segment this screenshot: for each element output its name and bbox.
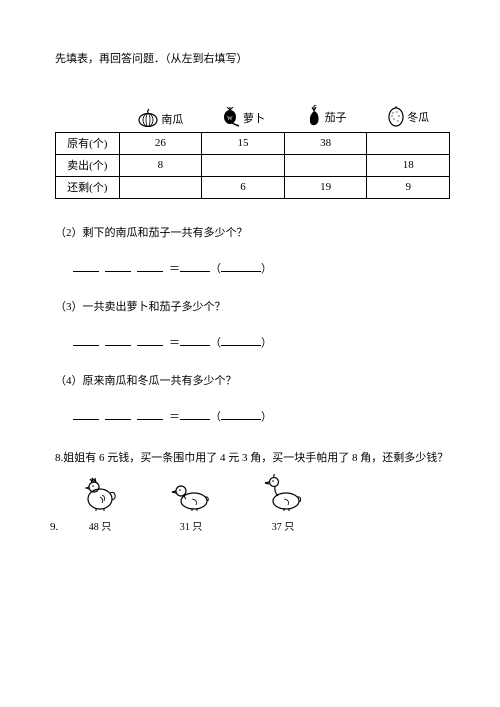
paren-r: ） <box>261 411 272 423</box>
cell[interactable] <box>202 154 285 176</box>
chicken-count: 48 只 <box>80 518 120 533</box>
cell[interactable] <box>367 132 450 154</box>
question-9-label: 9. <box>50 521 58 533</box>
question-2: （2）剩下的南瓜和茄子一共有多少个？ <box>55 224 450 240</box>
paren-l: （ <box>210 411 221 423</box>
table-row: 卖出(个) 8 18 <box>56 154 450 176</box>
chicken-icon <box>80 473 120 516</box>
row-label-original: 原有(个) <box>56 132 120 154</box>
table-header-row: 南瓜 W 萝卜 茄子 <box>56 96 450 132</box>
paren-l: （ <box>210 337 221 349</box>
question-3: （3）一共卖出萝卜和茄子多少个？ <box>55 298 450 314</box>
cell: 19 <box>284 176 367 198</box>
header-eggplant: 茄子 <box>325 109 347 125</box>
answer-blanks-4[interactable]: ＝ （ ） <box>55 408 450 424</box>
goose-count: 37 只 <box>262 518 304 533</box>
animal-chicken: 48 只 <box>80 473 120 533</box>
vegetable-table-section: 南瓜 W 萝卜 茄子 <box>55 96 450 199</box>
paren-l: （ <box>210 263 221 275</box>
duck-count: 31 只 <box>170 518 212 533</box>
equals-sign: ＝ <box>169 263 180 275</box>
header-radish: 萝卜 <box>243 110 265 126</box>
equals-sign: ＝ <box>169 411 180 423</box>
cell: 26 <box>119 132 202 154</box>
animal-duck: 31 只 <box>170 479 212 533</box>
cell: 38 <box>284 132 367 154</box>
paren-r: ） <box>261 337 272 349</box>
header-pumpkin: 南瓜 <box>161 111 183 127</box>
answer-blanks-2[interactable]: ＝ （ ） <box>55 260 450 276</box>
eggplant-icon <box>305 105 323 130</box>
goose-icon <box>262 473 304 516</box>
cell: 15 <box>202 132 285 154</box>
svg-text:W: W <box>227 116 233 122</box>
wintermelon-icon <box>387 105 405 130</box>
question-8: 8.姐姐有 6 元钱，买一条围巾用了 4 元 3 角，买一块手帕用了 8 角，还… <box>55 449 450 465</box>
pumpkin-icon <box>137 109 159 130</box>
animals-row: 9. 48 只 <box>55 473 450 533</box>
row-label-sold: 卖出(个) <box>56 154 120 176</box>
duck-icon <box>170 479 212 516</box>
vegetable-table: 南瓜 W 萝卜 茄子 <box>55 96 450 199</box>
question-4: （4）原来南瓜和冬瓜一共有多少个？ <box>55 372 450 388</box>
cell: 18 <box>367 154 450 176</box>
cell: 6 <box>202 176 285 198</box>
header-wintermelon: 冬瓜 <box>407 109 429 125</box>
cell[interactable] <box>284 154 367 176</box>
table-row: 还剩(个) 6 19 9 <box>56 176 450 198</box>
table-row: 原有(个) 26 15 38 <box>56 132 450 154</box>
paren-r: ） <box>261 263 272 275</box>
row-label-remain: 还剩(个) <box>56 176 120 198</box>
cell: 8 <box>119 154 202 176</box>
animal-goose: 37 只 <box>262 473 304 533</box>
cell: 9 <box>367 176 450 198</box>
worksheet-title: 先填表，再回答问题．（从左到右填写） <box>55 50 450 66</box>
answer-blanks-3[interactable]: ＝ （ ） <box>55 334 450 350</box>
cell[interactable] <box>119 176 202 198</box>
radish-icon: W <box>221 107 241 130</box>
equals-sign: ＝ <box>169 337 180 349</box>
